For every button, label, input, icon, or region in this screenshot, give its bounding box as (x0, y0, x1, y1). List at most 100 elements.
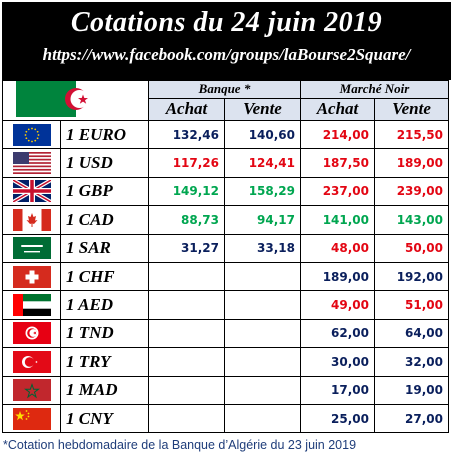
black-buy-value: 62,00 (300, 318, 375, 349)
black-buy-value: 141,00 (300, 205, 375, 235)
currency-label: 1 USD (60, 148, 149, 178)
currency-label: 1 TRY (60, 347, 149, 377)
black-sell-value: 189,00 (373, 148, 450, 178)
rates-table: Banque * Marché Noir Achat Vente Achat V… (2, 80, 450, 434)
bank-sell-header: Vente (224, 97, 301, 122)
table-row: 1 CNY 25,00 27,00 (2, 403, 450, 434)
flag-cell (2, 205, 61, 235)
bank-sell-value (224, 403, 301, 434)
bank-buy-header: Achat (148, 97, 225, 122)
table-row: 1 TND 62,00 64,00 (2, 318, 450, 349)
table-subheader-row: Achat Vente Achat Vente (3, 97, 450, 122)
bank-buy-value: 132,46 (148, 119, 225, 150)
table-row: 1 AED 49,00 51,00 (2, 290, 450, 320)
currency-label: 1 CHF (60, 261, 149, 292)
bank-buy-value: 117,26 (148, 148, 225, 178)
black-sell-value: 192,00 (373, 261, 450, 292)
bank-buy-value (148, 318, 225, 349)
currency-label: 1 EURO (60, 119, 149, 150)
bank-buy-value: 149,12 (148, 176, 225, 207)
bank-buy-value (148, 375, 225, 405)
black-sell-value: 32,00 (373, 347, 450, 377)
currency-label: 1 CAD (60, 205, 149, 235)
bank-sell-value: 158,29 (224, 176, 301, 207)
black-buy-value: 237,00 (300, 176, 375, 207)
currency-label: 1 TND (60, 318, 149, 349)
flag-cell (2, 290, 61, 320)
table-row: 1 USD 117,26 124,41 187,50 189,00 (2, 148, 450, 178)
black-sell-value: 27,00 (373, 403, 450, 434)
bank-buy-value (148, 290, 225, 320)
black-buy-value: 17,00 (300, 375, 375, 405)
bank-buy-value (148, 347, 225, 377)
tunisia-flag-icon (12, 322, 51, 345)
usa-flag-icon (12, 152, 51, 175)
black-buy-value: 189,00 (300, 261, 375, 292)
bank-group-header: Banque * (148, 80, 301, 99)
black-buy-value: 187,50 (300, 148, 375, 178)
black-market-group-header: Marché Noir (299, 80, 450, 99)
bank-buy-value: 31,27 (148, 233, 225, 263)
flag-cell (2, 261, 61, 292)
bank-buy-value (148, 261, 225, 292)
uae-flag-icon (12, 294, 51, 317)
canada-flag-icon (12, 208, 51, 231)
uk-flag-icon (12, 180, 51, 203)
currency-label: 1 AED (60, 290, 149, 320)
black-buy-value: 49,00 (300, 290, 375, 320)
black-sell-value: 215,50 (373, 119, 450, 150)
bank-sell-value (224, 261, 301, 292)
currency-label: 1 MAD (60, 375, 149, 405)
turkey-flag-icon (12, 350, 51, 373)
flag-cell (2, 233, 61, 263)
flag-cell (2, 347, 61, 377)
saudi-flag-icon (12, 237, 51, 260)
black-sell-value: 143,00 (373, 205, 450, 235)
table-row: 1 MAD 17,00 19,00 (2, 375, 450, 405)
bank-sell-value (224, 375, 301, 405)
black-sell-value: 50,00 (373, 233, 450, 263)
bank-buy-value (148, 403, 225, 434)
black-sell-value: 239,00 (373, 176, 450, 207)
flag-cell (2, 176, 61, 207)
currency-label: 1 GBP (60, 176, 149, 207)
table-row: 1 EURO 132,46 140,60 214,00 215,50 (2, 119, 450, 150)
black-buy-value: 25,00 (300, 403, 375, 434)
table-row: 1 GBP 149,12 158,29 237,00 239,00 (2, 176, 450, 207)
bank-sell-value: 140,60 (224, 119, 301, 150)
black-sell-value: 64,00 (373, 318, 450, 349)
rates-body: 1 EURO 132,46 140,60 214,00 215,50 1 USD 117,2… (2, 119, 450, 434)
facebook-group-url: https://www.facebook.com/groups/laBourse… (42, 45, 411, 64)
black-buy-header: Achat (300, 97, 375, 122)
table-header-row: Banque * Marché Noir (2, 80, 450, 121)
bank-sell-value (224, 318, 301, 349)
flag-cell (2, 403, 61, 434)
flag-cell (2, 318, 61, 349)
black-sell-value: 51,00 (373, 290, 450, 320)
footnote: *Cotation hebdomadaire de la Banque d’Al… (3, 438, 357, 452)
algeria-flag-icon (15, 81, 136, 117)
table-row: 1 TRY 30,00 32,00 (2, 347, 450, 377)
header-banner: Cotations du 24 juin 2019 https://www.fa… (2, 2, 451, 80)
bank-sell-value (224, 290, 301, 320)
black-buy-value: 48,00 (300, 233, 375, 263)
black-buy-value: 30,00 (300, 347, 375, 377)
table-row: 1 CHF 189,00 192,00 (2, 261, 450, 292)
swiss-flag-icon (12, 265, 51, 288)
table-row: 1 SAR 31,27 33,18 48,00 50,00 (2, 233, 450, 263)
flag-cell (2, 148, 61, 178)
black-sell-header: Vente (373, 97, 450, 122)
bank-sell-value: 33,18 (224, 233, 301, 263)
currency-label: 1 SAR (60, 233, 149, 263)
bank-sell-value: 124,41 (224, 148, 301, 178)
bank-sell-value: 94,17 (224, 205, 301, 235)
algeria-flag-cell (2, 80, 149, 121)
page-title: Cotations du 24 juin 2019 (70, 7, 383, 38)
flag-cell (2, 119, 61, 150)
china-flag-icon (12, 407, 51, 430)
black-sell-value: 19,00 (373, 375, 450, 405)
flag-cell (2, 375, 61, 405)
currency-label: 1 CNY (60, 403, 149, 434)
morocco-flag-icon (12, 379, 51, 402)
bank-buy-value: 88,73 (148, 205, 225, 235)
